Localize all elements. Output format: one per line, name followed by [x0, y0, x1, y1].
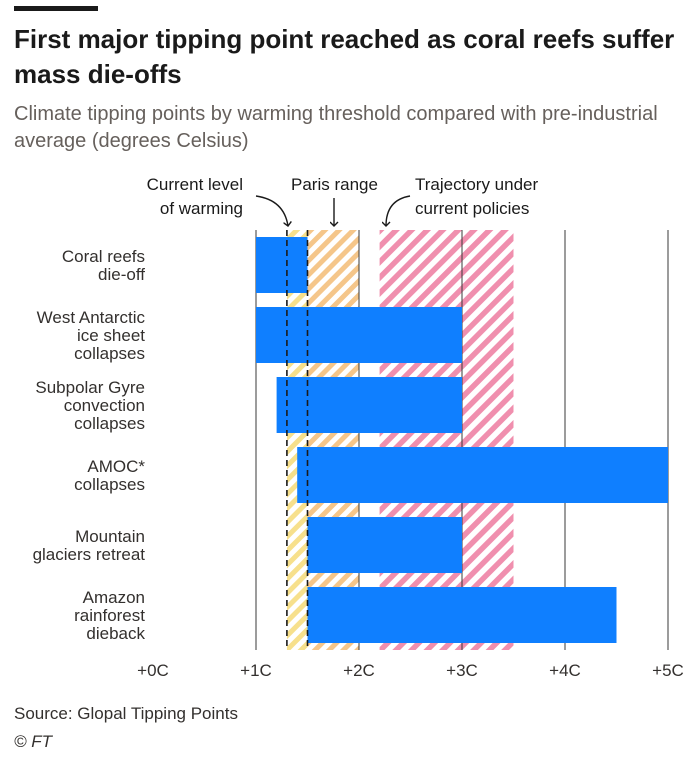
trajectory-arrow	[386, 195, 411, 226]
chart-subtitle: Climate tipping points by warming thresh…	[14, 103, 658, 152]
category-label: Mountain glaciers retreat	[33, 527, 146, 564]
trajectory-range-band	[379, 230, 514, 650]
title-accent-bar	[14, 6, 98, 11]
annotation-trajectory: Trajectory under current policies	[415, 175, 538, 218]
x-tick-label: +4C	[549, 661, 581, 680]
paris-range-band	[307, 230, 359, 650]
bar	[307, 517, 462, 573]
bar	[256, 237, 308, 293]
category-label: AMOC* collapses	[74, 457, 145, 494]
tipping-points-chart: Coral reefs die-off West Antarctic ice shee…	[33, 175, 684, 680]
category-label: Amazon rainforest dieback	[74, 588, 145, 643]
ft-credit: © FT	[14, 732, 53, 751]
chart-title: First major tipping point reached as cor…	[14, 24, 675, 89]
annotation-paris-range: Paris range	[291, 175, 378, 194]
category-label: Coral reefs die-off	[62, 247, 145, 284]
category-label: West Antarctic ice sheet collapses	[37, 308, 146, 363]
source-note: Source: Glopal Tipping Points	[14, 704, 238, 723]
annotation-current-warming: Current level of warming	[147, 175, 243, 218]
x-tick-label: +1C	[240, 661, 272, 680]
bar	[276, 377, 462, 433]
category-label: Subpolar Gyre convection collapses	[35, 378, 145, 433]
x-tick-label: +2C	[343, 661, 375, 680]
x-tick-label: +3C	[446, 661, 478, 680]
bar	[297, 447, 668, 503]
x-tick-label: +0C	[137, 661, 169, 680]
bar	[256, 307, 462, 363]
x-tick-label: +5C	[652, 661, 684, 680]
current-warming-arrow	[255, 195, 288, 226]
bar	[307, 587, 617, 643]
